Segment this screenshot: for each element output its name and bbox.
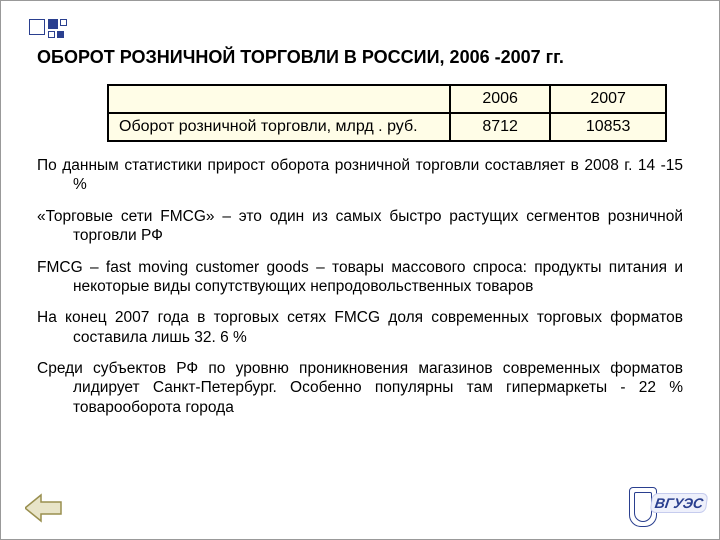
logo-text: ВГУЭС xyxy=(650,493,709,513)
table-cell-2006: 8712 xyxy=(450,113,550,141)
slide-container: ОБОРОТ РОЗНИЧНОЙ ТОРГОВЛИ В РОССИИ, 2006… xyxy=(0,0,720,540)
body-text: По данным статистики прирост оборота роз… xyxy=(37,156,683,417)
table-row: Оборот розничной торговли, млрд . руб. 8… xyxy=(108,113,666,141)
table-cell-2007: 10853 xyxy=(550,113,666,141)
paragraph: FMCG – fast moving customer goods – това… xyxy=(37,258,683,297)
paragraph: По данным статистики прирост оборота роз… xyxy=(37,156,683,195)
table-header-2006: 2006 xyxy=(450,85,550,113)
prev-slide-button[interactable] xyxy=(25,493,63,523)
table-row-label: Оборот розничной торговли, млрд . руб. xyxy=(108,113,450,141)
table-header-2007: 2007 xyxy=(550,85,666,113)
table-header-empty xyxy=(108,85,450,113)
table-header-row: 2006 2007 xyxy=(108,85,666,113)
retail-turnover-table: 2006 2007 Оборот розничной торговли, млр… xyxy=(107,84,667,142)
corner-decoration xyxy=(29,19,67,38)
university-logo: ВГУЭС xyxy=(629,487,699,527)
paragraph: «Торговые сети FMCG» – это один из самых… xyxy=(37,207,683,246)
slide-title: ОБОРОТ РОЗНИЧНОЙ ТОРГОВЛИ В РОССИИ, 2006… xyxy=(37,47,683,68)
arrow-left-icon xyxy=(25,495,61,521)
paragraph: Среди субъектов РФ по уровню проникновен… xyxy=(37,359,683,417)
paragraph: На конец 2007 года в торговых сетях FMCG… xyxy=(37,308,683,347)
